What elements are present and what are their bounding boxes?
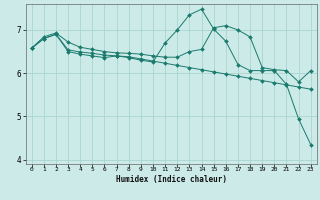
X-axis label: Humidex (Indice chaleur): Humidex (Indice chaleur): [116, 175, 227, 184]
